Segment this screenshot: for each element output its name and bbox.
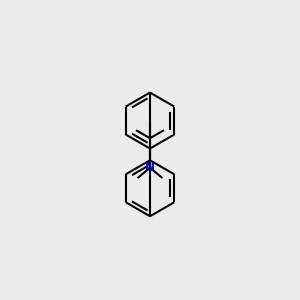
Text: N: N — [145, 161, 155, 174]
